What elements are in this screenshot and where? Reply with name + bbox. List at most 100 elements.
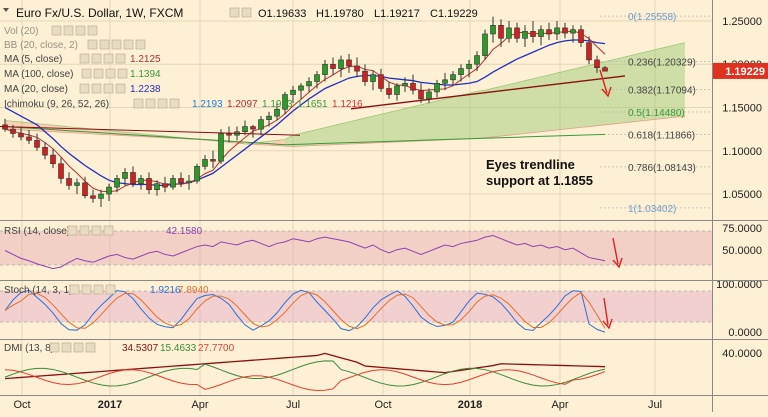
candle (466, 63, 472, 69)
dmi-label: DMI (13, 8) (4, 343, 54, 354)
candle (322, 63, 328, 75)
candle (58, 163, 64, 179)
time-tick-label: Oct (374, 399, 391, 411)
toolbar-icon[interactable] (133, 98, 144, 109)
time-tick-label: Apr (191, 399, 208, 411)
dmi-plus-line (4, 360, 606, 387)
toolbar-icon[interactable] (157, 98, 168, 109)
rsi-label: RSI (14, close) (4, 226, 70, 237)
toolbar-icon[interactable] (105, 68, 116, 79)
candle (130, 172, 136, 184)
toolbar-icon[interactable] (103, 225, 114, 236)
toolbar-icon[interactable] (91, 225, 102, 236)
toolbar-icon[interactable] (111, 39, 122, 50)
toolbar-icon[interactable] (85, 342, 96, 353)
ohlc-high: H1.19780 (316, 8, 364, 20)
indicator-value: 1.1394 (130, 69, 161, 80)
grid (0, 0, 712, 395)
down-arrow-price (599, 69, 612, 98)
toolbar-icon[interactable] (81, 284, 92, 295)
stoch-indicator: 100.0000 0.0000 (0, 279, 762, 339)
candle (514, 27, 520, 39)
toolbar-icon[interactable] (105, 284, 116, 295)
price-tick-label: 1.10000 (722, 146, 762, 158)
toolbar-icon[interactable] (93, 284, 104, 295)
toolbar-icon[interactable] (87, 39, 98, 50)
support-trendline[interactable] (350, 75, 626, 110)
toolbar-icon[interactable] (75, 25, 86, 36)
indicator-label: MA (20, close) (4, 84, 68, 95)
last-price-tag (713, 62, 768, 79)
rsi-tick-label: 75.0000 (722, 223, 762, 235)
fib-label: 0.236(1.20329) (628, 57, 696, 68)
toolbar-icon[interactable] (145, 98, 156, 109)
toolbar-icon[interactable] (241, 7, 252, 18)
toolbar-icon[interactable] (51, 25, 62, 36)
stoch-label: Stoch (14, 3, 1) (4, 285, 72, 296)
candle (386, 88, 392, 95)
fibonacci-levels: 0(1.25558) 0.236(1.20329) 0.382(1.17094) 0.… (600, 12, 712, 215)
candle (202, 159, 208, 167)
toolbar-icon[interactable] (87, 25, 98, 36)
toolbar-icon[interactable] (135, 39, 146, 50)
indicator-label: Vol (20) (4, 26, 38, 37)
toolbar-icon[interactable] (61, 342, 72, 353)
ma5-line (4, 30, 606, 193)
fib-label: 0.5(1.14480) (628, 108, 685, 119)
toolbar-icon[interactable] (169, 98, 180, 109)
rsi-value: 42.1580 (166, 226, 203, 237)
candle (498, 25, 504, 39)
toolbar-icon[interactable] (79, 53, 90, 64)
indicator-value: 1.1651 (297, 99, 328, 110)
toolbar-icon[interactable] (123, 39, 134, 50)
toolbar-icon[interactable] (115, 53, 126, 64)
toolbar-icon[interactable] (115, 83, 126, 94)
dmi-adx-value: 34.5307 (122, 343, 159, 354)
annotation-line-1: Eyes trendline (486, 157, 575, 172)
toolbar-icon[interactable] (67, 225, 78, 236)
candle (218, 133, 224, 162)
toolbar-icon[interactable] (73, 342, 84, 353)
toolbar-icon[interactable] (79, 83, 90, 94)
candle (258, 119, 264, 130)
toolbar-icon[interactable] (99, 39, 110, 50)
toolbar-icon[interactable] (91, 53, 102, 64)
candle (178, 178, 184, 184)
toolbar-icon[interactable] (93, 68, 104, 79)
indicator-label: MA (100, close) (4, 69, 73, 80)
candle (522, 31, 528, 39)
candle (426, 91, 432, 100)
ichimoku-cloud (4, 42, 686, 147)
candle (266, 115, 272, 120)
ohlc-open: O1.19633 (258, 8, 306, 20)
trendline[interactable] (0, 75, 626, 136)
candle (90, 195, 96, 199)
indicator-value: 1.2238 (130, 84, 161, 95)
toolbar-icon[interactable] (63, 25, 74, 36)
candle (154, 183, 160, 191)
toolbar-icon[interactable] (117, 68, 128, 79)
candle (282, 94, 288, 110)
candle (578, 29, 584, 43)
candle (314, 74, 320, 82)
candle (562, 27, 568, 34)
indicator-value: 1.2097 (227, 99, 258, 110)
resistance-line[interactable] (0, 126, 301, 136)
toolbar-icon[interactable] (91, 83, 102, 94)
candle (330, 63, 336, 69)
candle (170, 178, 176, 188)
toolbar-icon[interactable] (103, 53, 114, 64)
collapse-chevron-icon[interactable] (3, 8, 9, 12)
dmi-adx-line (4, 352, 606, 380)
candle (18, 133, 24, 138)
toolbar-icon[interactable] (229, 7, 240, 18)
toolbar-icon[interactable] (103, 83, 114, 94)
toolbar-icon[interactable] (49, 342, 60, 353)
toolbar-icon[interactable] (81, 68, 92, 79)
indicator-value: 1.1216 (332, 99, 363, 110)
candle (434, 82, 440, 93)
toolbar-icon[interactable] (79, 225, 90, 236)
stoch-band (0, 291, 712, 322)
toolbar-icon[interactable] (69, 284, 80, 295)
